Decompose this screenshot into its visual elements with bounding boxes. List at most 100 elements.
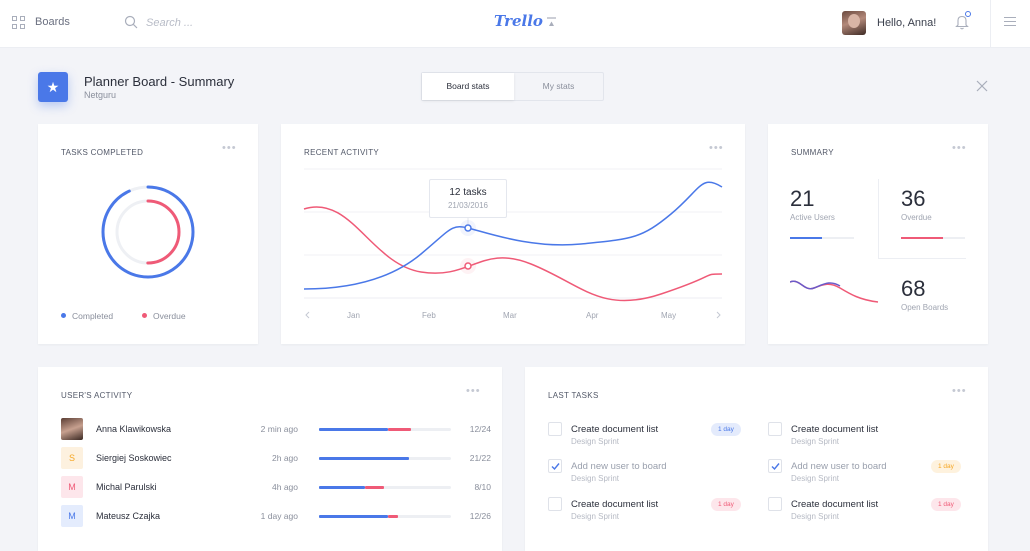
month-label: Apr	[586, 311, 599, 320]
user-name: Anna Klawikowska	[96, 424, 172, 434]
progress-done	[319, 428, 388, 431]
user-row[interactable]: S Siergiej Soskowiec 2h ago 21/22	[61, 447, 491, 469]
task-item[interactable]: Add new user to board Design Sprint	[548, 459, 758, 489]
card-title: USER'S ACTIVITY	[61, 391, 133, 400]
progress-overdue	[387, 428, 412, 431]
task-checkbox[interactable]	[768, 497, 782, 511]
check-icon	[551, 463, 560, 471]
active-users-bar	[790, 237, 854, 239]
boards-link[interactable]: Boards	[35, 16, 70, 28]
completed-ring	[101, 185, 195, 279]
close-icon[interactable]	[976, 80, 988, 92]
user-progress-bar	[319, 457, 451, 460]
menu-icon[interactable]	[1004, 17, 1016, 27]
progress-overdue	[365, 486, 384, 489]
sparkline	[790, 280, 879, 303]
user-avatar	[61, 418, 83, 440]
legend-dot	[61, 313, 66, 318]
completed-line	[303, 181, 723, 290]
task-checkbox[interactable]	[548, 422, 562, 436]
user-avatar: M	[61, 476, 83, 498]
user-time: 2h ago	[272, 453, 298, 463]
task-item[interactable]: Add new user to board Design Sprint 1 da…	[768, 459, 978, 489]
task-name: Create document list	[791, 499, 879, 510]
task-item[interactable]: Create document list Design Sprint 1 day	[548, 422, 758, 452]
page-title: Planner Board - Summary	[84, 74, 235, 89]
task-name: Create document list	[571, 424, 659, 435]
more-icon[interactable]: •••	[952, 142, 967, 154]
tooltip-date: 21/03/2016	[447, 201, 489, 210]
due-badge: 1 day	[711, 498, 741, 511]
overdue-point	[464, 262, 472, 270]
month-label: Mar	[503, 311, 517, 320]
active-users-value: 21	[790, 186, 815, 211]
card-title: RECENT ACTIVITY	[304, 148, 380, 157]
user-name: Michal Parulski	[96, 482, 157, 492]
more-icon[interactable]: •••	[952, 385, 967, 397]
search-icon[interactable]	[124, 15, 138, 29]
task-project: Design Sprint	[571, 437, 620, 446]
more-icon[interactable]: •••	[709, 142, 724, 154]
sort-icon[interactable]	[547, 17, 556, 27]
chevron-left-icon	[305, 311, 310, 319]
task-checkbox[interactable]	[548, 459, 562, 473]
open-boards-value: 68	[901, 276, 926, 301]
user-avatar: M	[61, 505, 83, 527]
task-name: Add new user to board	[791, 461, 887, 472]
legend-completed: Completed	[61, 311, 113, 321]
task-item[interactable]: Create document list Design Sprint	[768, 422, 978, 452]
more-icon[interactable]: •••	[466, 385, 481, 397]
user-progress-bar	[319, 515, 451, 518]
bell-icon[interactable]	[955, 14, 969, 30]
user-progress-text: 8/10	[474, 482, 491, 492]
overdue-bar	[901, 237, 965, 239]
overdue-line	[303, 206, 723, 302]
activity-chart	[303, 168, 723, 319]
task-project: Design Sprint	[791, 512, 840, 521]
sparkline-purple	[790, 280, 841, 290]
search-input[interactable]	[146, 13, 266, 33]
tab-board-stats[interactable]: Board stats	[422, 73, 514, 100]
task-project: Design Sprint	[571, 512, 620, 521]
top-bar: Boards Trello Hello, Anna!	[0, 0, 1030, 48]
due-badge: 1 day	[711, 423, 741, 436]
task-item[interactable]: Create document list Design Sprint 1 day	[548, 497, 758, 527]
tooltip-value: 12 tasks	[449, 187, 487, 198]
check-icon	[771, 463, 780, 471]
user-greeting[interactable]: Hello, Anna!	[877, 17, 937, 29]
user-time: 1 day ago	[260, 511, 298, 521]
user-progress-bar	[319, 428, 451, 431]
progress-done	[319, 486, 366, 489]
trello-logo[interactable]: Trello	[494, 12, 543, 30]
user-progress-text: 12/24	[469, 424, 491, 434]
task-project: Design Sprint	[791, 474, 840, 483]
user-name: Siergiej Soskowiec	[96, 453, 172, 463]
user-progress-bar	[319, 486, 451, 489]
overdue-value: 36	[901, 186, 926, 211]
user-avatar[interactable]	[842, 11, 866, 35]
task-project: Design Sprint	[571, 474, 620, 483]
user-progress-text: 12/26	[469, 511, 491, 521]
user-time: 4h ago	[272, 482, 298, 492]
grid-icon[interactable]	[12, 16, 25, 29]
task-item[interactable]: Create document list Design Sprint 1 day	[768, 497, 978, 527]
task-checkbox[interactable]	[548, 497, 562, 511]
card-title: SUMMARY	[791, 148, 834, 157]
stats-tabs: Board stats My stats	[421, 72, 604, 101]
user-row[interactable]: M Michal Parulski 4h ago 8/10	[61, 476, 491, 498]
tab-my-stats[interactable]: My stats	[542, 81, 575, 91]
open-boards-label: Open Boards	[901, 303, 949, 312]
page-subtitle: Netguru	[84, 90, 117, 100]
card-title: LAST TASKS	[548, 391, 599, 400]
user-row[interactable]: Anna Klawikowska 2 min ago 12/24	[61, 418, 491, 440]
overdue-ring	[115, 199, 181, 265]
user-row[interactable]: M Mateusz Czajka 1 day ago 12/26	[61, 505, 491, 527]
month-label: Jan	[347, 311, 360, 320]
legend-label: Completed	[72, 311, 114, 321]
task-project: Design Sprint	[791, 437, 840, 446]
more-icon[interactable]: •••	[222, 142, 237, 154]
task-checkbox[interactable]	[768, 422, 782, 436]
summary-divider-h	[878, 258, 966, 259]
task-checkbox[interactable]	[768, 459, 782, 473]
tasks-donut	[101, 185, 195, 279]
